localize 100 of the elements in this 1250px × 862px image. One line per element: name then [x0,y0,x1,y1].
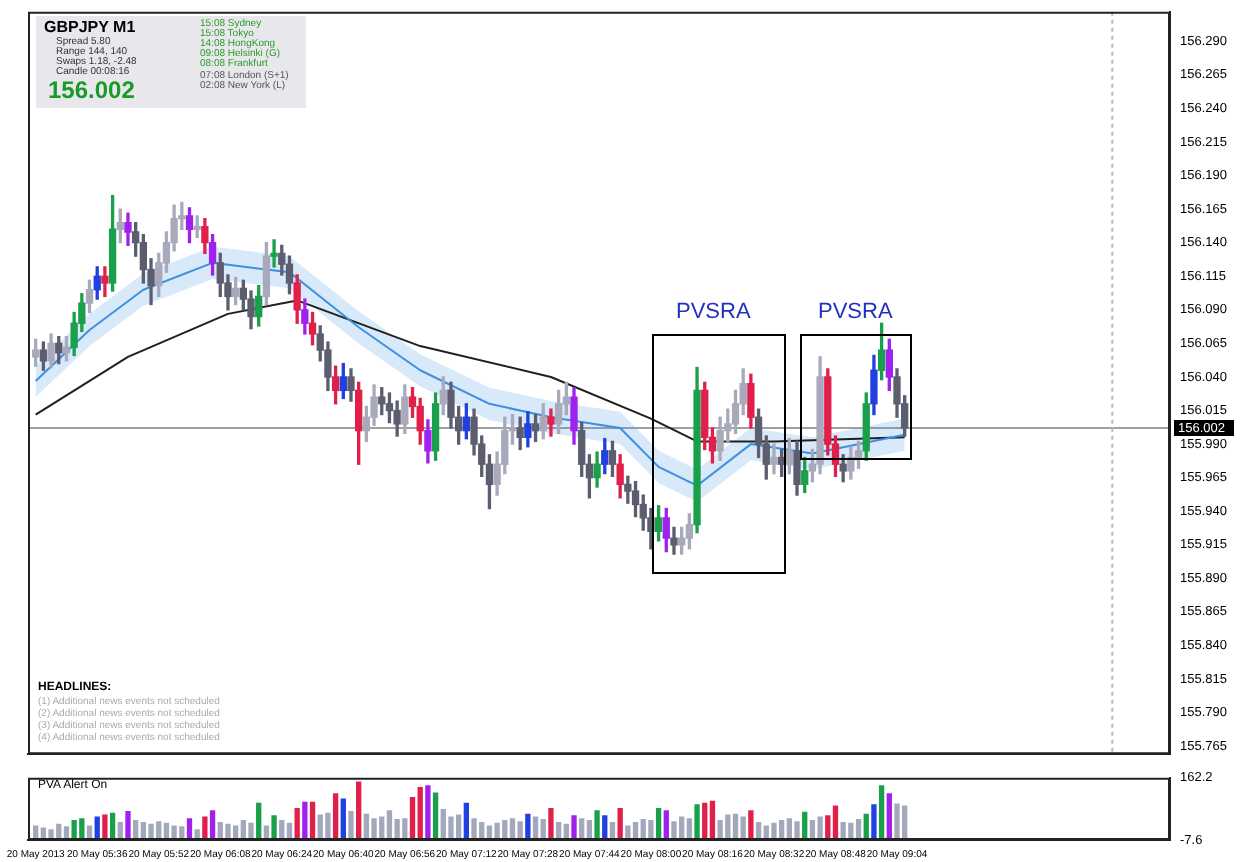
candlestick [270,239,278,268]
bar [563,823,569,838]
bar [163,822,170,838]
candlestick [101,266,109,298]
bar [725,814,731,838]
bar [832,805,839,838]
bar [56,823,62,838]
bar [109,812,116,838]
bar [671,821,677,838]
bar [555,821,562,838]
bar [279,820,285,838]
bar [63,826,70,838]
bar [694,804,700,838]
bar [755,821,762,838]
bar [232,825,239,838]
bar [617,807,623,838]
bar [525,813,531,838]
bar [640,818,646,838]
bar [463,802,469,838]
bar [778,820,785,838]
bar [394,818,400,838]
bar [402,818,408,838]
bar [679,816,685,838]
bar [848,822,854,838]
bar [479,821,485,838]
bar [655,807,662,838]
bar [302,801,308,838]
bar [194,829,200,838]
bar [786,818,792,838]
bar [179,826,185,838]
bar [763,825,769,838]
bar [902,805,908,838]
bar [156,821,162,838]
annotation: 156.002 [48,76,135,104]
bar [186,818,193,838]
bar [371,818,377,838]
bar [471,818,477,838]
bar [748,810,754,838]
bar [125,810,131,838]
bar [878,785,885,838]
bar [802,811,808,838]
bar [771,822,777,838]
bar [548,807,554,838]
bar [40,827,47,838]
bar [309,801,316,838]
bar [602,815,608,838]
bar [594,810,600,838]
bar [648,820,654,838]
bar [540,818,546,838]
bar [202,816,208,838]
bar [294,807,300,838]
bar [894,803,900,838]
bar [71,820,77,838]
bar [171,825,177,838]
bar [363,813,370,838]
bar [356,781,362,838]
bar [732,813,739,838]
bar [532,816,539,838]
bar [286,822,293,838]
bar [863,813,869,838]
bar [579,818,585,838]
bar [33,825,39,838]
bar [148,823,154,838]
bar [379,816,385,838]
bar [79,818,85,838]
bar [256,802,262,838]
bar [332,793,339,838]
bar [217,821,223,838]
bar [340,798,346,838]
annotation: GBPJPY M1 [44,18,136,36]
bar [417,787,423,838]
bar [517,821,523,838]
bar [502,820,508,838]
bar [317,814,323,838]
bar [625,825,631,838]
bar [886,793,892,838]
bar [663,810,669,838]
bar [586,820,593,838]
bar [609,821,616,838]
bar [702,802,708,838]
bar [225,823,231,838]
candlestick [770,443,778,475]
bar [717,820,723,838]
bar [871,804,877,838]
bar [855,818,862,838]
bar [486,825,493,838]
bar [386,810,393,838]
bar [48,829,54,838]
bar [86,825,93,838]
bar [455,814,462,838]
bar [263,825,270,838]
bar [140,821,147,838]
bar [632,821,639,838]
bar [94,816,100,838]
bar [248,822,254,838]
bar [571,815,577,838]
bar [440,809,446,838]
bar [240,820,246,838]
bar [271,815,277,838]
bar [425,785,431,838]
